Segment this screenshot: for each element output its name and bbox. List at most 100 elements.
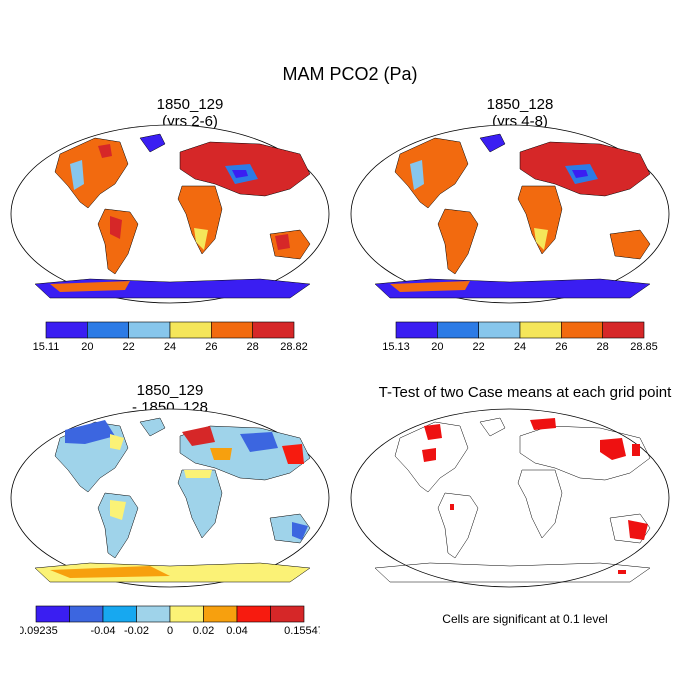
panel-2-colorbar-bin-4 bbox=[561, 321, 603, 339]
panel-4-title-line1: T-Test of two Case means at each grid po… bbox=[378, 384, 672, 401]
panel-4-sig-antarctica bbox=[618, 570, 626, 574]
panel-4-map-outline bbox=[350, 408, 670, 588]
figure-title: MAM PCO2 (Pa) bbox=[282, 64, 418, 84]
panel-3-africa bbox=[177, 469, 223, 539]
panel-2-na-low-region bbox=[410, 160, 424, 190]
panel-2-south-america bbox=[437, 208, 479, 275]
panel-3-greenland bbox=[139, 417, 166, 437]
panel-1-na-high-region bbox=[98, 144, 112, 158]
panel-4-sig-east-asia bbox=[600, 438, 626, 460]
panel-2-colorbar-bin-1 bbox=[437, 321, 479, 339]
panel-3-land bbox=[34, 417, 311, 583]
panel-1-colorbar: 15.11 20 22 24 26 28 28.82 bbox=[33, 321, 308, 353]
panel-3-colorbar-bin-5 bbox=[203, 605, 238, 623]
panel-3-colorbar-bin-1 bbox=[69, 605, 104, 623]
panel-1-colorbar-label-5: 28 bbox=[247, 341, 259, 353]
panel-4-sig-japan bbox=[632, 444, 640, 456]
panel-1-antarctica-edge bbox=[50, 281, 130, 292]
panel-1-colorbar-label-2: 22 bbox=[123, 341, 135, 353]
panel-3-map bbox=[10, 408, 330, 588]
panel-1-colorbar-bin-2 bbox=[128, 321, 171, 339]
panel-3-antarctica-positive-region bbox=[50, 566, 170, 578]
panel-2-colorbar-label-0: 15.13 bbox=[382, 341, 410, 353]
panel-1-sa-high-region bbox=[110, 216, 122, 239]
panel-1-colorbar-label-0: 15.11 bbox=[33, 341, 60, 353]
panel-4-sig-europe bbox=[530, 418, 556, 430]
panel-2-antarctica-edge bbox=[390, 281, 470, 292]
panel-1-colorbar-bin-3 bbox=[169, 321, 212, 339]
panel-2-colorbar-bin-0 bbox=[395, 321, 438, 339]
panel-1-africa-mid-region bbox=[194, 228, 208, 250]
panel-2-land bbox=[374, 133, 651, 299]
panel-3-colorbar: -0.09235 -0.04 -0.02 0 0.02 0.04 0.15547 bbox=[20, 605, 320, 637]
panel-2-colorbar-label-2: 22 bbox=[473, 341, 485, 353]
panel-4-greenland bbox=[479, 417, 506, 437]
panel-3-colorbar-bin-2 bbox=[102, 605, 137, 623]
panel-4-africa bbox=[517, 469, 563, 539]
panel-4-sig-australia bbox=[628, 520, 648, 540]
panel-1-colorbar-bin-5 bbox=[252, 321, 295, 339]
panel-3-colorbar-bin-4 bbox=[169, 605, 204, 623]
panel-3-sahara-positive-region bbox=[184, 470, 212, 478]
panel-2-colorbar-label-3: 24 bbox=[514, 341, 526, 353]
panel-2-colorbar-bin-3 bbox=[519, 321, 562, 339]
panel-3-colorbar-bin-0 bbox=[35, 605, 70, 623]
panel-1-africa bbox=[177, 185, 223, 255]
panel-3-sa-positive-region bbox=[110, 500, 126, 520]
panel-2-tibet-low-region bbox=[572, 170, 588, 178]
panel-1-colorbar-label-6: 28.82 bbox=[280, 341, 308, 353]
panel-4-south-america bbox=[437, 492, 479, 559]
panel-1-map bbox=[10, 124, 330, 304]
panel-1-title: 1850_129 (yrs 2-6) bbox=[30, 96, 350, 130]
panel-2-colorbar: 15.13 20 22 24 26 28 28.85 bbox=[382, 321, 658, 353]
panel-4-north-america bbox=[394, 421, 469, 493]
panel-3-australia-negative-region bbox=[292, 522, 308, 540]
panel-2-map bbox=[350, 124, 670, 304]
panel-2-title-line1: 1850_128 bbox=[486, 96, 554, 113]
panel-2-colorbar-label-5: 28 bbox=[597, 341, 609, 353]
panel-1-greenland bbox=[139, 133, 166, 153]
panel-2-colorbar-bin-2 bbox=[478, 321, 521, 339]
panel-3-na-positive-region bbox=[110, 434, 124, 450]
panel-4-antarctica bbox=[374, 562, 651, 583]
panel-4-sig-canada bbox=[424, 424, 442, 440]
panel-3-colorbar-label-3: -0.02 bbox=[124, 625, 149, 637]
panel-3-colorbar-label-2: -0.04 bbox=[90, 625, 115, 637]
panel-4-map bbox=[350, 408, 670, 588]
panel-1-na-low-region bbox=[70, 160, 84, 190]
panel-2-africa-mid-region bbox=[534, 228, 548, 250]
panel-4-significant-cells bbox=[422, 418, 648, 574]
panel-4-title: T-Test of two Case means at each grid po… bbox=[350, 384, 700, 401]
panel-1-colorbar-label-4: 26 bbox=[205, 341, 217, 353]
panel-3-colorbar-label-6: 0.04 bbox=[226, 625, 247, 637]
panel-1-colorbar-label-3: 24 bbox=[164, 341, 176, 353]
panel-2-greenland bbox=[479, 133, 506, 153]
panel-3-colorbar-label-8: 0.15547 bbox=[284, 625, 320, 637]
panel-3-central-asia-region bbox=[210, 448, 232, 460]
panel-3-colorbar-label-5: 0.02 bbox=[193, 625, 214, 637]
panel-1-colorbar-label-1: 20 bbox=[81, 341, 93, 353]
panel-2-north-america bbox=[394, 137, 469, 209]
panel-1-land bbox=[34, 133, 311, 299]
panel-3-colorbar-bin-7 bbox=[270, 605, 305, 623]
panel-4-sig-usa bbox=[422, 448, 436, 462]
significance-note: Cells are significant at 0.1 level bbox=[442, 612, 608, 626]
panel-1-title-line1: 1850_129 bbox=[156, 96, 224, 113]
panel-3-colorbar-label-4: 0 bbox=[167, 625, 173, 637]
panel-3-colorbar-bin-6 bbox=[236, 605, 271, 623]
panel-3-na-negative-region bbox=[65, 420, 115, 444]
panel-1-colorbar-bin-0 bbox=[45, 321, 88, 339]
panel-2-colorbar-label-6: 28.85 bbox=[630, 341, 658, 353]
panel-2-colorbar-label-4: 26 bbox=[555, 341, 567, 353]
panel-2-australia bbox=[609, 229, 651, 260]
panel-1-tibet-low-region bbox=[232, 170, 248, 178]
panel-3-title-line1: 1850_129 bbox=[136, 382, 204, 399]
panel-4-eurasia bbox=[519, 425, 651, 481]
panel-2-colorbar-bin-5 bbox=[602, 321, 645, 339]
panel-1-colorbar-bin-4 bbox=[211, 321, 253, 339]
panel-2-colorbar-label-1: 20 bbox=[431, 341, 443, 353]
panel-4-sig-south-america bbox=[450, 504, 454, 510]
panel-2-africa bbox=[517, 185, 563, 255]
panel-3-east-asia-positive-region bbox=[282, 444, 304, 464]
panel-3-siberia-negative-region bbox=[240, 432, 278, 452]
